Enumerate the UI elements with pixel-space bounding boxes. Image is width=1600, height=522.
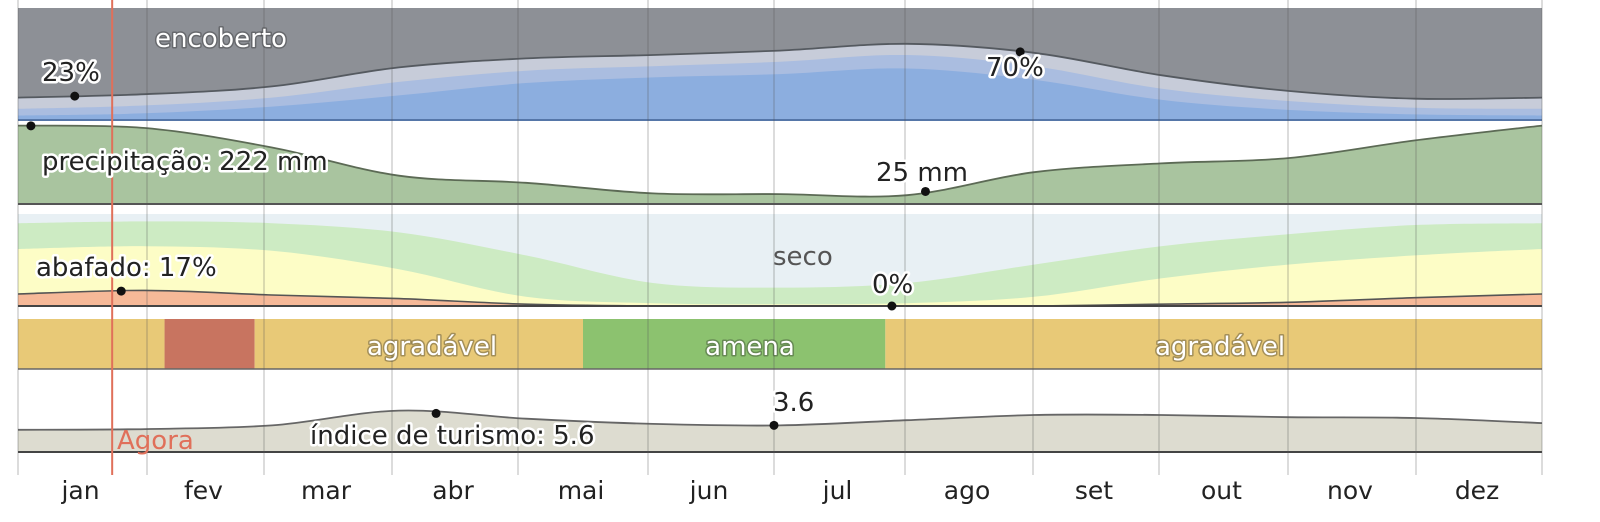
tourism-line (17, 409, 1543, 431)
muggy-min-label: 0% (872, 270, 913, 300)
cloud-line (17, 42, 1543, 100)
month-label-nov: nov (1327, 476, 1373, 505)
precipitation-area (18, 125, 1542, 204)
month-label-mar: mar (301, 476, 352, 505)
muggy-label: abafado: 17% (36, 253, 217, 283)
precipitation-label: precipitação: 222 mm (42, 147, 328, 177)
tourism-min-label: 3.6 (773, 388, 814, 418)
chart-labels: encoberto 23% 70% precipitação: 222 mm 2… (34, 23, 1287, 457)
temperature-band-panel (18, 319, 1542, 370)
month-label-abr: abr (432, 476, 474, 505)
humidity-panel (17, 214, 1543, 307)
temperature-label-pleasant-2: agradável (1155, 332, 1285, 362)
temperature-segment-0 (18, 319, 165, 369)
month-axis: jan fev mar abr mai jun jul ago set out nov dez (60, 476, 1499, 505)
cloud-clear-area (18, 68, 1542, 120)
month-label-ago: ago (944, 476, 990, 505)
temperature-segment-4 (885, 319, 1542, 369)
muggy-max-dot (116, 286, 126, 296)
temperature-segment-2 (254, 319, 583, 369)
precipitation-line (17, 124, 1543, 198)
cloud-cover-label: encoberto (155, 24, 287, 54)
temperature-label-pleasant-1: agradável (367, 332, 497, 362)
temperature-label-mild: amena (705, 332, 795, 362)
month-label-jun: jun (689, 476, 729, 505)
tourism-min-dot (769, 420, 779, 430)
tourism-index-panel (17, 409, 1543, 453)
tourism-index-label: índice de turismo: 5.6 (310, 421, 595, 451)
month-label-fev: fev (184, 476, 223, 505)
month-gridlines (17, 0, 1543, 475)
precipitation-max-dot (26, 121, 36, 131)
cloud-min-label: 23% (42, 58, 100, 88)
precipitation-panel (17, 124, 1543, 205)
humidity-muggy-area (18, 290, 1542, 307)
muggy-min-dot (887, 301, 897, 311)
month-label-mai: mai (558, 476, 605, 505)
month-label-dez: dez (1455, 476, 1499, 505)
temperature-segment-3 (583, 319, 886, 369)
cloud-max-label: 70% (986, 53, 1044, 83)
tourism-max-dot (431, 408, 441, 418)
month-label-jul: jul (822, 476, 853, 505)
temperature-segment-1 (164, 319, 255, 369)
month-label-out: out (1201, 476, 1242, 505)
cloud-cover-panel (17, 8, 1543, 121)
cloud-max-dot (1015, 47, 1025, 57)
now-label: Agora (117, 426, 194, 456)
dry-label: seco (773, 242, 833, 272)
humidity-humid-area (18, 246, 1542, 306)
month-label-set: set (1075, 476, 1113, 505)
month-label-jan: jan (60, 476, 99, 505)
cloud-min-dot (70, 91, 80, 101)
precipitation-min-dot (920, 186, 930, 196)
tourism-area (18, 410, 1542, 452)
precipitation-min-label: 25 mm (876, 158, 968, 188)
